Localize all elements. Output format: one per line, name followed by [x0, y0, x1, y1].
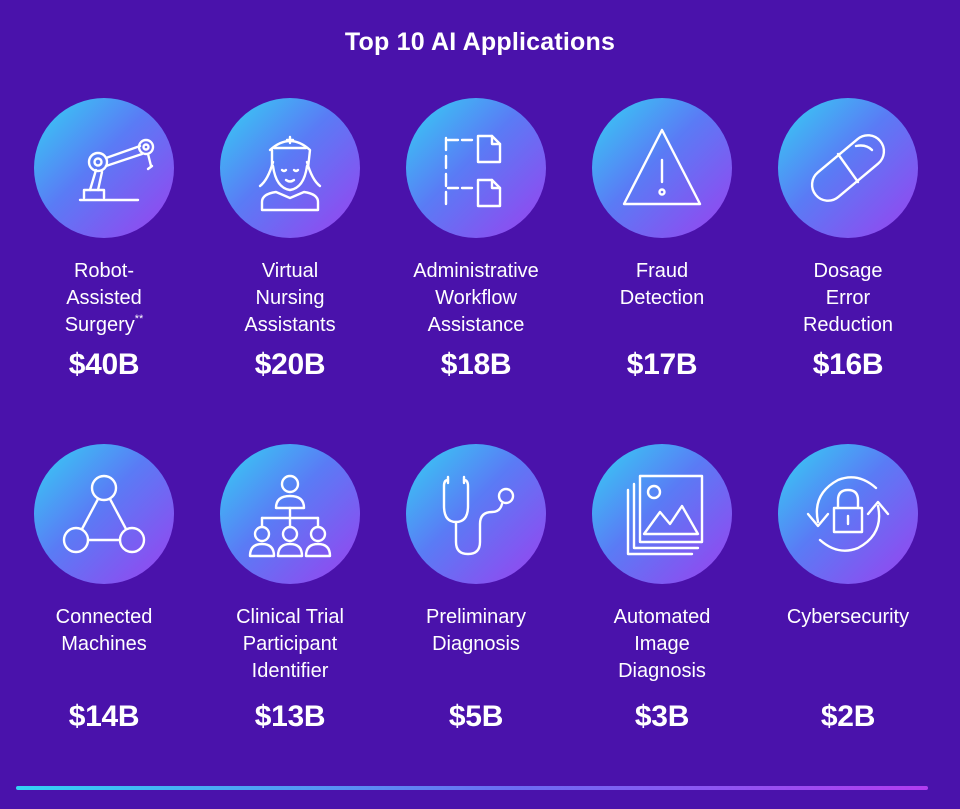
icon-circle — [34, 98, 174, 238]
label-line: Workflow — [435, 287, 517, 309]
label-line: Clinical Trial — [236, 606, 344, 628]
warning-triangle-icon — [622, 128, 702, 206]
page-title: Top 10 AI Applications — [344, 28, 616, 56]
application-card: Dosage Error Reduction $16B — [758, 98, 938, 398]
label-line: Automated — [613, 606, 711, 628]
application-card: Virtual Nursing Assistants $20B — [200, 98, 380, 398]
application-label: Virtual Nursing Assistants — [200, 258, 380, 339]
application-card: Administrative Workflow Assistance $18B — [386, 98, 566, 398]
label-line: Diagnosis — [618, 660, 706, 682]
workflow-documents-icon — [444, 134, 502, 208]
label-line: Fraud — [635, 260, 689, 282]
label-line: Reduction — [802, 314, 894, 336]
stethoscope-icon — [442, 475, 515, 556]
people-hierarchy-icon — [248, 474, 332, 558]
icon-circle — [406, 444, 546, 584]
market-value: $17B — [626, 348, 698, 381]
icon-circle — [220, 444, 360, 584]
pill-capsule-icon — [810, 134, 886, 202]
icon-circle — [34, 444, 174, 584]
market-value: $20B — [254, 348, 326, 381]
market-value: $3B — [634, 700, 690, 733]
application-label: Robot- Assisted Surgery** — [14, 258, 194, 339]
icon-circle — [778, 98, 918, 238]
label-text: Surgery — [64, 314, 135, 336]
label-line: Detection — [619, 287, 705, 309]
robot-arm-icon — [78, 138, 155, 202]
label-line: Connected — [55, 606, 153, 628]
application-card: Clinical Trial Participant Identifier $1… — [200, 444, 380, 744]
icon-circle — [778, 444, 918, 584]
label-line: Surgery** — [14, 312, 194, 339]
label-line: Administrative — [413, 260, 539, 282]
application-card: Robot- Assisted Surgery** $40B — [14, 98, 194, 398]
label-line: Assistance — [427, 314, 525, 336]
application-label: Automated Image Diagnosis — [572, 604, 752, 685]
footnote-marker: ** — [134, 313, 144, 325]
application-card: Cybersecurity $2B — [758, 444, 938, 744]
application-label: Clinical Trial Participant Identifier — [200, 604, 380, 685]
label-line: Robot- — [73, 260, 135, 282]
application-label: Fraud Detection — [572, 258, 752, 312]
market-value: $18B — [440, 348, 512, 381]
market-value: $40B — [68, 348, 140, 381]
label-line: Nursing — [255, 287, 325, 309]
application-label: Cybersecurity — [758, 604, 938, 631]
bottom-gradient-divider — [16, 786, 928, 790]
image-stack-icon — [626, 474, 704, 556]
icon-circle — [592, 444, 732, 584]
label-line: Cybersecurity — [786, 606, 910, 628]
application-card: Connected Machines $14B — [14, 444, 194, 744]
market-value: $5B — [448, 700, 504, 733]
icon-circle — [592, 98, 732, 238]
application-label: Connected Machines — [14, 604, 194, 658]
label-line: Image — [634, 633, 690, 655]
label-line: Assisted — [66, 287, 142, 309]
label-line: Preliminary — [425, 606, 527, 628]
icon-circle — [406, 98, 546, 238]
label-line: Dosage — [813, 260, 883, 282]
application-card: Preliminary Diagnosis $5B — [386, 444, 566, 744]
lock-refresh-icon — [806, 476, 890, 552]
application-label: Administrative Workflow Assistance — [386, 258, 566, 339]
connected-nodes-icon — [62, 474, 146, 554]
application-label: Preliminary Diagnosis — [386, 604, 566, 658]
label-line: Participant — [242, 633, 338, 655]
label-line: Identifier — [251, 660, 329, 682]
market-value: $2B — [820, 700, 876, 733]
nurse-icon — [258, 135, 322, 212]
market-value: $16B — [812, 348, 884, 381]
icon-circle — [220, 98, 360, 238]
market-value: $14B — [68, 700, 140, 733]
label-line: Diagnosis — [432, 633, 520, 655]
application-card: Automated Image Diagnosis $3B — [572, 444, 752, 744]
label-line: Machines — [61, 633, 147, 655]
label-line: Virtual — [261, 260, 319, 282]
label-line: Error — [825, 287, 871, 309]
market-value: $13B — [254, 700, 326, 733]
application-card: Fraud Detection $17B — [572, 98, 752, 398]
application-label: Dosage Error Reduction — [758, 258, 938, 339]
label-line: Assistants — [244, 314, 336, 336]
